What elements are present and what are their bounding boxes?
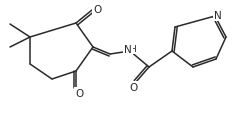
- Text: O: O: [93, 5, 101, 15]
- Text: N: N: [214, 11, 222, 21]
- Text: O: O: [129, 82, 137, 92]
- Text: O: O: [75, 88, 83, 98]
- Text: H: H: [130, 45, 136, 54]
- Text: N: N: [124, 45, 132, 55]
